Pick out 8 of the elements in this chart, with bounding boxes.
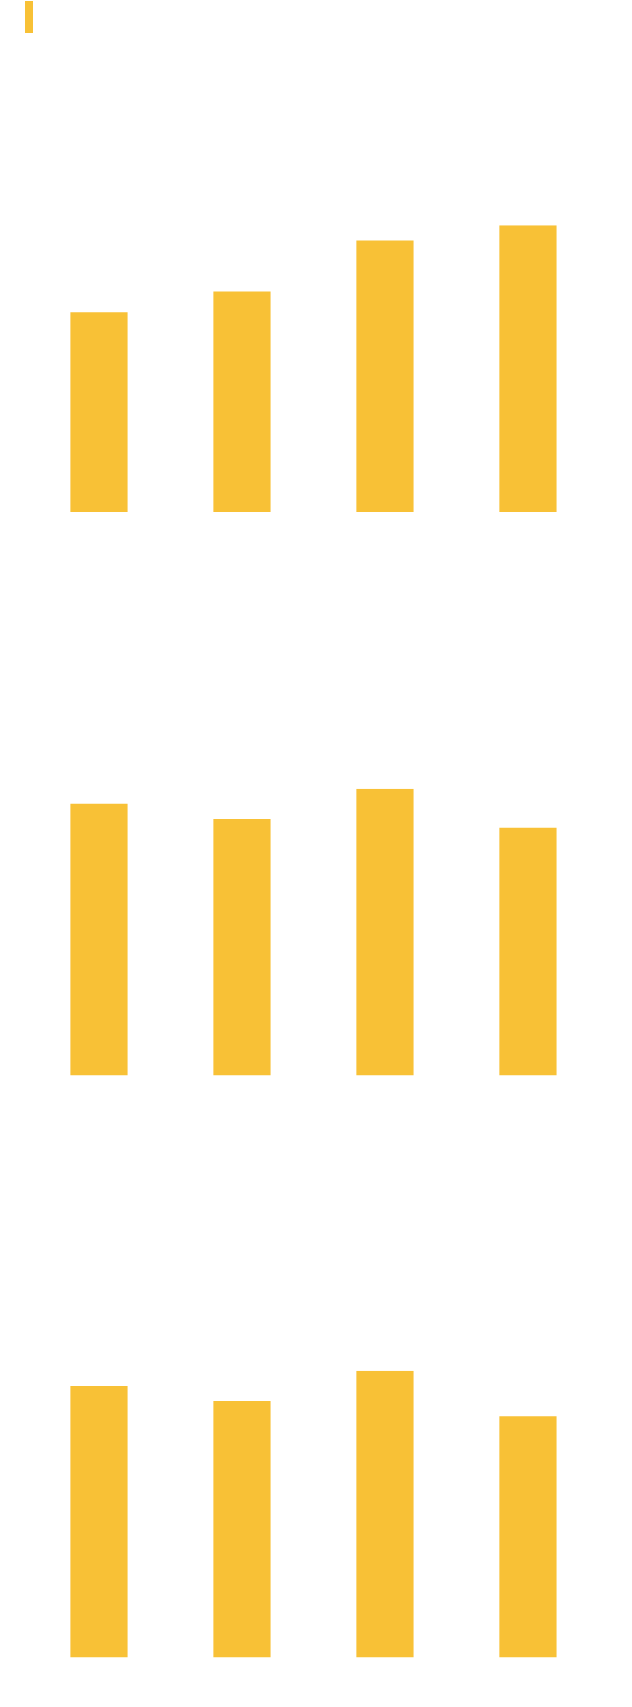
bar — [70, 803, 128, 1076]
bar — [499, 827, 557, 1076]
bar — [70, 312, 128, 513]
bar — [499, 225, 557, 513]
bar — [356, 240, 414, 513]
bar — [213, 291, 271, 513]
bar — [213, 819, 271, 1076]
bar — [356, 788, 414, 1076]
